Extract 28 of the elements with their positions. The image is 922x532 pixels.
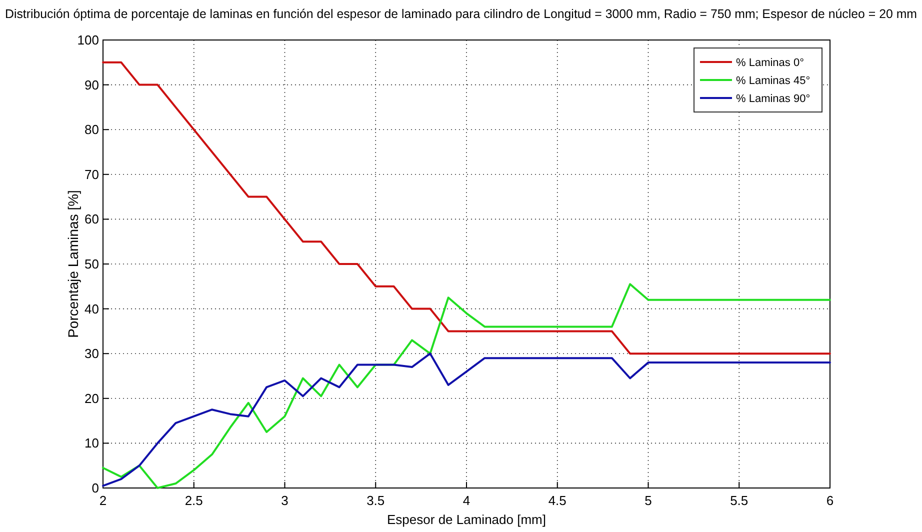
y-tick-label: 40 xyxy=(84,301,99,316)
legend-label: % Laminas 90° xyxy=(736,93,810,105)
x-tick-label: 2.5 xyxy=(184,493,203,508)
legend-label: % Laminas 45° xyxy=(736,75,810,87)
y-tick-label: 30 xyxy=(84,346,99,362)
chart-title: Distribución óptima de porcentaje de laminas en función del espesor de laminado para cilindro de Longitud = 3000 mm, Radio = 750 mm; Espesor de núcleo = 20 mm xyxy=(5,7,922,21)
y-tick-label: 80 xyxy=(84,122,99,138)
x-tick-label: 5.5 xyxy=(730,493,748,508)
y-tick-label: 100 xyxy=(77,32,99,48)
legend-label: % Laminas 0° xyxy=(736,57,804,69)
y-tick-label: 10 xyxy=(84,436,99,451)
x-tick-label: 3.5 xyxy=(366,493,385,508)
y-tick-label: 50 xyxy=(84,256,99,272)
x-tick-label: 5 xyxy=(644,493,652,508)
x-axis-title: Espesor de Laminado [mm] xyxy=(387,512,546,527)
x-tick-label: 2 xyxy=(99,493,107,508)
x-tick-label: 4 xyxy=(462,493,470,508)
x-tick-label: 4.5 xyxy=(548,493,566,508)
y-tick-label: 0 xyxy=(92,480,99,496)
y-axis-title: Porcentaje Laminas [%] xyxy=(65,190,81,338)
y-tick-label: 70 xyxy=(84,166,99,182)
x-tick-label: 6 xyxy=(826,493,834,508)
y-tick-label: 60 xyxy=(84,212,99,227)
line-series xyxy=(102,283,831,489)
y-tick-label: 90 xyxy=(84,77,99,92)
line-series xyxy=(102,352,831,487)
y-tick-label: 20 xyxy=(84,390,99,406)
x-tick-label: 3 xyxy=(281,493,288,508)
